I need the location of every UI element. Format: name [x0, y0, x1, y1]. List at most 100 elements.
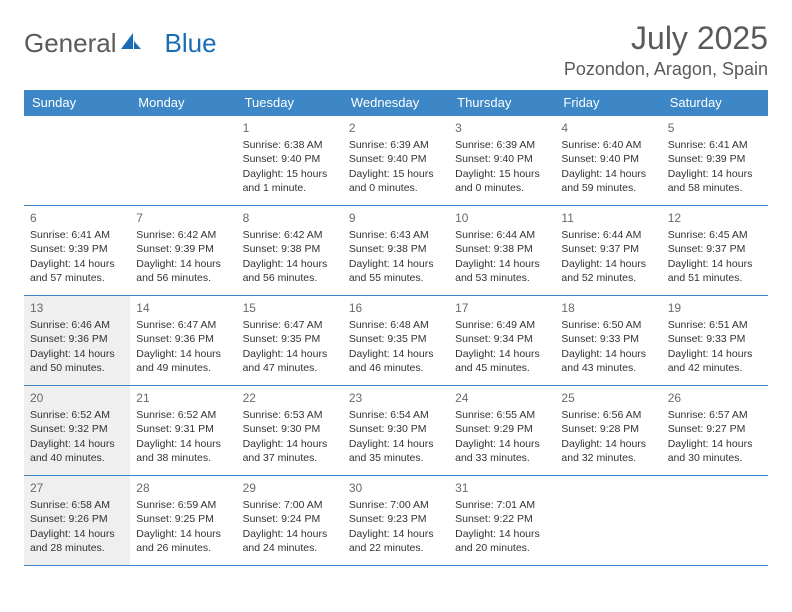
day-info: Sunrise: 6:54 AMSunset: 9:30 PMDaylight:… [349, 408, 443, 465]
weekday-header: Thursday [449, 90, 555, 116]
weekday-header: Monday [130, 90, 236, 116]
calendar-cell: 3 Sunrise: 6:39 AMSunset: 9:40 PMDaylight… [449, 116, 555, 206]
header: General Blue July 2025 Pozondon, Aragon,… [24, 20, 768, 80]
logo-text-1: General [24, 28, 117, 59]
day-number: 23 [349, 390, 443, 406]
day-info: Sunrise: 6:41 AMSunset: 9:39 PMDaylight:… [30, 228, 124, 285]
day-info: Sunrise: 6:44 AMSunset: 9:38 PMDaylight:… [455, 228, 549, 285]
day-number: 7 [136, 210, 230, 226]
calendar-cell: 7 Sunrise: 6:42 AMSunset: 9:39 PMDaylight… [130, 206, 236, 296]
day-info: Sunrise: 6:39 AMSunset: 9:40 PMDaylight:… [349, 138, 443, 195]
weekday-header: Saturday [662, 90, 768, 116]
day-number: 21 [136, 390, 230, 406]
calendar-cell: 15Sunrise: 6:47 AMSunset: 9:35 PMDayligh… [237, 296, 343, 386]
day-info: Sunrise: 6:38 AMSunset: 9:40 PMDaylight:… [243, 138, 337, 195]
day-number: 26 [668, 390, 762, 406]
weekday-header-row: SundayMondayTuesdayWednesdayThursdayFrid… [24, 90, 768, 116]
day-number: 10 [455, 210, 549, 226]
day-info: Sunrise: 6:47 AMSunset: 9:35 PMDaylight:… [243, 318, 337, 375]
calendar-cell: 26Sunrise: 6:57 AMSunset: 9:27 PMDayligh… [662, 386, 768, 476]
day-info: Sunrise: 6:44 AMSunset: 9:37 PMDaylight:… [561, 228, 655, 285]
day-info: Sunrise: 6:39 AMSunset: 9:40 PMDaylight:… [455, 138, 549, 195]
day-number: 28 [136, 480, 230, 496]
day-info: Sunrise: 6:55 AMSunset: 9:29 PMDaylight:… [455, 408, 549, 465]
calendar-cell: 22 Sunrise: 6:53 AMSunset: 9:30 PMDayligh… [237, 386, 343, 476]
logo-text-2: Blue [165, 28, 217, 59]
calendar-cell: 29 Sunrise: 7:00 AMSunset: 9:24 PMDayligh… [237, 476, 343, 566]
weekday-header: Wednesday [343, 90, 449, 116]
weekday-header: Friday [555, 90, 661, 116]
day-number: 19 [668, 300, 762, 316]
day-number: 14 [136, 300, 230, 316]
day-info: Sunrise: 6:50 AMSunset: 9:33 PMDaylight:… [561, 318, 655, 375]
calendar-cell: 25Sunrise: 6:56 AMSunset: 9:28 PMDayligh… [555, 386, 661, 476]
day-number: 22 [243, 390, 337, 406]
calendar-cell: 12Sunrise: 6:45 AMSunset: 9:37 PMDayligh… [662, 206, 768, 296]
day-number: 6 [30, 210, 124, 226]
day-number: 30 [349, 480, 443, 496]
day-number: 17 [455, 300, 549, 316]
day-number: 11 [561, 210, 655, 226]
weekday-header: Tuesday [237, 90, 343, 116]
day-number: 18 [561, 300, 655, 316]
day-number: 31 [455, 480, 549, 496]
day-info: Sunrise: 6:49 AMSunset: 9:34 PMDaylight:… [455, 318, 549, 375]
day-number: 13 [30, 300, 124, 316]
day-number: 29 [243, 480, 337, 496]
day-info: Sunrise: 7:01 AMSunset: 9:22 PMDaylight:… [455, 498, 549, 555]
day-info: Sunrise: 6:53 AMSunset: 9:30 PMDaylight:… [243, 408, 337, 465]
calendar-cell: 16 Sunrise: 6:48 AMSunset: 9:35 PMDayligh… [343, 296, 449, 386]
day-number: 9 [349, 210, 443, 226]
location-subtitle: Pozondon, Aragon, Spain [564, 59, 768, 80]
calendar-cell: 17 Sunrise: 6:49 AMSunset: 9:34 PMDayligh… [449, 296, 555, 386]
day-info: Sunrise: 6:45 AMSunset: 9:37 PMDaylight:… [668, 228, 762, 285]
day-number: 4 [561, 120, 655, 136]
calendar-cell-empty [24, 116, 130, 206]
calendar-cell: 1 Sunrise: 6:38 AMSunset: 9:40 PMDaylight… [237, 116, 343, 206]
calendar-cell: 14 Sunrise: 6:47 AMSunset: 9:36 PMDayligh… [130, 296, 236, 386]
day-number: 25 [561, 390, 655, 406]
calendar-cell: 23 Sunrise: 6:54 AMSunset: 9:30 PMDayligh… [343, 386, 449, 476]
day-info: Sunrise: 6:42 AMSunset: 9:39 PMDaylight:… [136, 228, 230, 285]
day-info: Sunrise: 6:48 AMSunset: 9:35 PMDaylight:… [349, 318, 443, 375]
day-info: Sunrise: 6:41 AMSunset: 9:39 PMDaylight:… [668, 138, 762, 195]
day-info: Sunrise: 6:40 AMSunset: 9:40 PMDaylight:… [561, 138, 655, 195]
calendar-cell: 28 Sunrise: 6:59 AMSunset: 9:25 PMDayligh… [130, 476, 236, 566]
day-info: Sunrise: 6:51 AMSunset: 9:33 PMDaylight:… [668, 318, 762, 375]
calendar-cell: 18 Sunrise: 6:50 AMSunset: 9:33 PMDayligh… [555, 296, 661, 386]
day-info: Sunrise: 6:43 AMSunset: 9:38 PMDaylight:… [349, 228, 443, 285]
calendar-week-row: 6 Sunrise: 6:41 AMSunset: 9:39 PMDaylight… [24, 206, 768, 296]
calendar-body: 1 Sunrise: 6:38 AMSunset: 9:40 PMDaylight… [24, 116, 768, 566]
day-number: 20 [30, 390, 124, 406]
day-number: 2 [349, 120, 443, 136]
day-number: 8 [243, 210, 337, 226]
calendar-week-row: 20 Sunrise: 6:52 AMSunset: 9:32 PMDayligh… [24, 386, 768, 476]
calendar-cell: 5Sunrise: 6:41 AMSunset: 9:39 PMDaylight… [662, 116, 768, 206]
calendar-cell: 10 Sunrise: 6:44 AMSunset: 9:38 PMDayligh… [449, 206, 555, 296]
calendar-cell: 13 Sunrise: 6:46 AMSunset: 9:36 PMDayligh… [24, 296, 130, 386]
calendar-cell: 21Sunrise: 6:52 AMSunset: 9:31 PMDayligh… [130, 386, 236, 476]
calendar-cell: 24Sunrise: 6:55 AMSunset: 9:29 PMDayligh… [449, 386, 555, 476]
calendar-cell: 2 Sunrise: 6:39 AMSunset: 9:40 PMDaylight… [343, 116, 449, 206]
day-info: Sunrise: 6:58 AMSunset: 9:26 PMDaylight:… [30, 498, 124, 555]
day-info: Sunrise: 6:46 AMSunset: 9:36 PMDaylight:… [30, 318, 124, 375]
day-info: Sunrise: 6:47 AMSunset: 9:36 PMDaylight:… [136, 318, 230, 375]
day-number: 3 [455, 120, 549, 136]
calendar-table: SundayMondayTuesdayWednesdayThursdayFrid… [24, 90, 768, 566]
calendar-cell: 20 Sunrise: 6:52 AMSunset: 9:32 PMDayligh… [24, 386, 130, 476]
day-number: 27 [30, 480, 124, 496]
calendar-cell-empty [662, 476, 768, 566]
calendar-cell: 30Sunrise: 7:00 AMSunset: 9:23 PMDayligh… [343, 476, 449, 566]
calendar-week-row: 27 Sunrise: 6:58 AMSunset: 9:26 PMDayligh… [24, 476, 768, 566]
calendar-cell: 11 Sunrise: 6:44 AMSunset: 9:37 PMDayligh… [555, 206, 661, 296]
calendar-cell: 9 Sunrise: 6:43 AMSunset: 9:38 PMDaylight… [343, 206, 449, 296]
page-title: July 2025 [564, 20, 768, 57]
calendar-cell: 31 Sunrise: 7:01 AMSunset: 9:22 PMDayligh… [449, 476, 555, 566]
day-number: 1 [243, 120, 337, 136]
day-info: Sunrise: 7:00 AMSunset: 9:24 PMDaylight:… [243, 498, 337, 555]
day-info: Sunrise: 6:59 AMSunset: 9:25 PMDaylight:… [136, 498, 230, 555]
day-info: Sunrise: 6:42 AMSunset: 9:38 PMDaylight:… [243, 228, 337, 285]
day-info: Sunrise: 6:52 AMSunset: 9:32 PMDaylight:… [30, 408, 124, 465]
day-number: 16 [349, 300, 443, 316]
calendar-cell: 6 Sunrise: 6:41 AMSunset: 9:39 PMDaylight… [24, 206, 130, 296]
